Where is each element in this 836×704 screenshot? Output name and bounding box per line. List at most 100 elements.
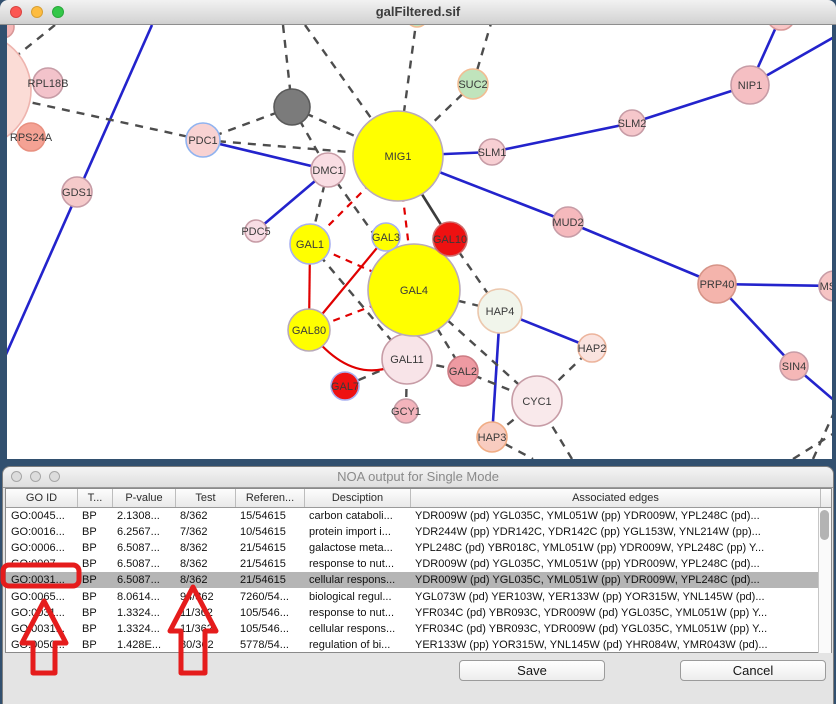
node-PDC1[interactable]: PDC1 xyxy=(185,122,221,158)
zoom-button[interactable] xyxy=(52,6,64,18)
noa-window-titlebar[interactable]: NOA output for Single Mode xyxy=(3,467,833,488)
table-row[interactable]: GO:0016... BP 6.2567... 7/362 10/54615 protei… xyxy=(6,524,818,540)
node-GAL1[interactable]: GAL1 xyxy=(289,223,331,265)
table-row[interactable]: GO:0031... BP 1.3324... 11/362 105/546... res… xyxy=(6,605,818,621)
column-header[interactable]: Referen... xyxy=(235,489,304,507)
edge-gray[interactable] xyxy=(397,83,474,157)
table-row[interactable]: GO:0050... BP 1.428E... 80/362 5778/54... reg… xyxy=(6,637,818,653)
node-circle[interactable] xyxy=(371,222,401,252)
node-MIG1[interactable]: MIG1 xyxy=(352,110,444,202)
node-circle[interactable] xyxy=(406,25,428,28)
node-MSL1[interactable]: MSL1 xyxy=(818,270,832,302)
minimize-button-inactive[interactable] xyxy=(30,471,41,482)
node-circle[interactable] xyxy=(477,288,523,334)
vertical-scrollbar[interactable] xyxy=(818,508,831,653)
edge-reddash[interactable] xyxy=(396,155,416,291)
edge-gray[interactable] xyxy=(344,357,408,388)
minimize-button[interactable] xyxy=(31,6,43,18)
column-header[interactable]: Associated edges xyxy=(410,489,820,507)
node-circle[interactable] xyxy=(779,351,809,381)
node-CYC1[interactable]: CYC1 xyxy=(511,375,563,427)
close-button[interactable] xyxy=(10,6,22,18)
node-PRP40[interactable]: PRP40 xyxy=(697,264,737,304)
node-circle[interactable] xyxy=(287,308,331,352)
node-circle[interactable] xyxy=(32,67,64,99)
node-HAP3[interactable]: HAP3 xyxy=(476,421,508,453)
node-GAL4[interactable]: GAL4 xyxy=(367,243,461,337)
node-RPS24A[interactable]: RPS24A xyxy=(10,122,53,152)
node-PINK0[interactable] xyxy=(7,25,15,39)
node-GRAY[interactable] xyxy=(273,88,311,126)
node-circle[interactable] xyxy=(7,33,32,147)
column-header[interactable]: Desciption xyxy=(304,489,410,507)
node-GDS1[interactable]: GDS1 xyxy=(61,176,93,208)
node-GAL80[interactable]: GAL80 xyxy=(287,308,331,352)
table-row[interactable]: GO:0031... BP 6.5087... 8/362 21/54615 cellul… xyxy=(6,572,818,589)
node-SLM2[interactable]: SLM2 xyxy=(618,109,647,137)
edge-blue[interactable] xyxy=(202,138,329,172)
edge-gray[interactable] xyxy=(202,138,399,158)
save-button[interactable]: Save xyxy=(459,660,605,681)
node-circle[interactable] xyxy=(552,206,584,238)
node-circle[interactable] xyxy=(289,223,331,265)
edge-gray[interactable] xyxy=(535,400,574,459)
node-HAP2[interactable]: HAP2 xyxy=(577,333,607,363)
edge-gray[interactable] xyxy=(471,25,492,85)
node-circle[interactable] xyxy=(476,421,508,453)
node-SIN4[interactable]: SIN4 xyxy=(779,351,809,381)
node-circle[interactable] xyxy=(352,110,444,202)
node-circle[interactable] xyxy=(730,65,770,105)
column-header[interactable]: P-value xyxy=(112,489,175,507)
node-MUD2[interactable]: MUD2 xyxy=(552,206,584,238)
node-DMC1[interactable]: DMC1 xyxy=(310,152,346,188)
node-circle[interactable] xyxy=(511,375,563,427)
table-row[interactable]: GO:0045... BP 2.1308... 8/362 15/54615 carbon… xyxy=(6,508,818,524)
node-circle[interactable] xyxy=(767,25,795,31)
node-circle[interactable] xyxy=(393,398,419,424)
network-window-titlebar[interactable]: galFiltered.sif xyxy=(0,0,836,25)
edge-gray[interactable] xyxy=(304,25,399,157)
node-PDC5[interactable]: PDC5 xyxy=(241,219,271,243)
node-PINK2[interactable] xyxy=(767,25,795,31)
node-RPL18B[interactable]: RPL18B xyxy=(28,67,69,99)
zoom-button-inactive[interactable] xyxy=(49,471,60,482)
node-circle[interactable] xyxy=(273,88,311,126)
node-circle[interactable] xyxy=(367,243,461,337)
node-circle[interactable] xyxy=(244,219,268,243)
node-circle[interactable] xyxy=(7,25,15,39)
node-circle[interactable] xyxy=(185,122,221,158)
table-row[interactable]: GO:0031... BP 1.3324... 11/362 105/546... cel… xyxy=(6,621,818,637)
node-circle[interactable] xyxy=(478,138,506,166)
node-SLM1[interactable]: SLM1 xyxy=(478,138,507,166)
node-GAL10[interactable]: GAL10 xyxy=(432,221,468,257)
node-circle[interactable] xyxy=(447,355,479,387)
column-header[interactable]: Test xyxy=(175,489,235,507)
node-GAL7[interactable]: GAL7 xyxy=(330,371,360,401)
node-NIP1[interactable]: NIP1 xyxy=(730,65,770,105)
node-circle[interactable] xyxy=(61,176,93,208)
node-SUC2[interactable]: SUC2 xyxy=(457,68,489,100)
edge-gray[interactable] xyxy=(413,289,538,402)
node-circle[interactable] xyxy=(16,122,46,152)
node-circle[interactable] xyxy=(457,68,489,100)
edge-gray[interactable] xyxy=(792,432,832,459)
node-circle[interactable] xyxy=(330,371,360,401)
node-circle[interactable] xyxy=(432,221,468,257)
scrollbar-thumb[interactable] xyxy=(820,510,829,540)
table-row[interactable]: GO:0006... BP 6.5087... 8/362 21/54615 galact… xyxy=(6,540,818,556)
edge-blue[interactable] xyxy=(631,83,751,125)
node-circle[interactable] xyxy=(818,270,832,302)
table-row[interactable]: GO:0065... BP 8.0614... 94/362 7260/54... bio… xyxy=(6,588,818,604)
node-circle[interactable] xyxy=(310,152,346,188)
table-row[interactable]: GO:0007... BP 6.5087... 8/362 21/54615 respon… xyxy=(6,556,818,572)
column-header[interactable]: GO ID xyxy=(25,492,58,504)
node-HAP4[interactable]: HAP4 xyxy=(477,288,523,334)
node-GCY1[interactable]: GCY1 xyxy=(391,398,421,424)
column-header[interactable]: T... xyxy=(77,489,112,507)
cancel-button[interactable]: Cancel xyxy=(680,660,826,681)
node-circle[interactable] xyxy=(577,333,607,363)
node-GAL3[interactable]: GAL3 xyxy=(371,222,401,252)
edge-gray[interactable] xyxy=(7,90,204,142)
node-GAL2[interactable]: GAL2 xyxy=(447,355,479,387)
node-GAL11[interactable]: GAL11 xyxy=(381,333,433,385)
